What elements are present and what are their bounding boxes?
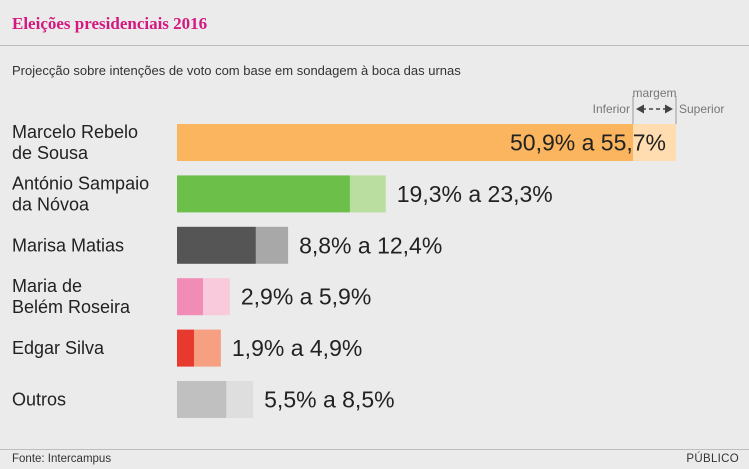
bar-lower-bound: [177, 381, 227, 418]
candidate-name: Edgar Silva: [12, 338, 105, 358]
bar-lower-bound: [177, 175, 350, 213]
range-value-label: 2,9% a 5,9%: [241, 284, 371, 310]
bar-margin: [226, 381, 254, 418]
bottom-divider: [0, 449, 749, 450]
bar-lower-bound: [177, 278, 203, 316]
bar-margin: [349, 175, 386, 213]
range-value-label: 8,8% a 12,4%: [299, 232, 442, 258]
candidate-name-line: Edgar Silva: [12, 338, 105, 358]
legend-lower-label: Inferior: [593, 102, 630, 116]
bar-margin: [194, 329, 221, 367]
range-value-label: 5,5% a 8,5%: [264, 387, 394, 413]
range-value-label: 1,9% a 4,9%: [232, 335, 362, 361]
legend-arrow-right-icon: [665, 104, 673, 114]
bar-lower-bound: [177, 329, 195, 367]
candidate-name: Maria de Belém Roseira: [12, 276, 131, 317]
bar-lower-bound: [177, 124, 633, 161]
top-divider: [0, 45, 749, 46]
bar-lower-bound: [177, 226, 256, 264]
source-note: Fonte: Intercampus: [12, 453, 112, 465]
bar-margin: [632, 124, 676, 161]
candidate-name-line: de Sousa: [12, 143, 89, 163]
bar-margin: [202, 278, 230, 316]
chart-subtitle: Projecção sobre intenções de voto com ba…: [12, 63, 461, 78]
bar-margin: [255, 226, 289, 264]
candidate-name: Marcelo Rebelo de Sousa: [12, 122, 138, 163]
candidate-name-line: Maria de: [12, 276, 82, 296]
candidate-name: Marisa Matias: [12, 235, 124, 255]
candidate-name-line: Marcelo Rebelo: [12, 122, 138, 142]
legend-upper-label: Superior: [679, 102, 724, 116]
chart-title: Eleições presidenciais 2016: [12, 14, 208, 33]
candidate-name-line: Marisa Matias: [12, 235, 124, 255]
candidate-name-line: António Sampaio: [12, 173, 149, 193]
legend-margin-label: margem: [632, 86, 676, 100]
candidate-name-line: Belém Roseira: [12, 297, 131, 317]
range-value-label: 50,9% a 55,7%: [510, 130, 666, 156]
publisher-logo: PÚBLICO: [686, 453, 739, 465]
candidate-name: Outros: [12, 390, 66, 410]
legend-arrow-left-icon: [635, 104, 644, 114]
candidate-name-line: Outros: [12, 390, 66, 410]
candidate-name-line: da Nóvoa: [12, 194, 90, 214]
candidate-name: António Sampaio da Nóvoa: [12, 173, 149, 214]
range-value-label: 19,3% a 23,3%: [397, 181, 553, 207]
